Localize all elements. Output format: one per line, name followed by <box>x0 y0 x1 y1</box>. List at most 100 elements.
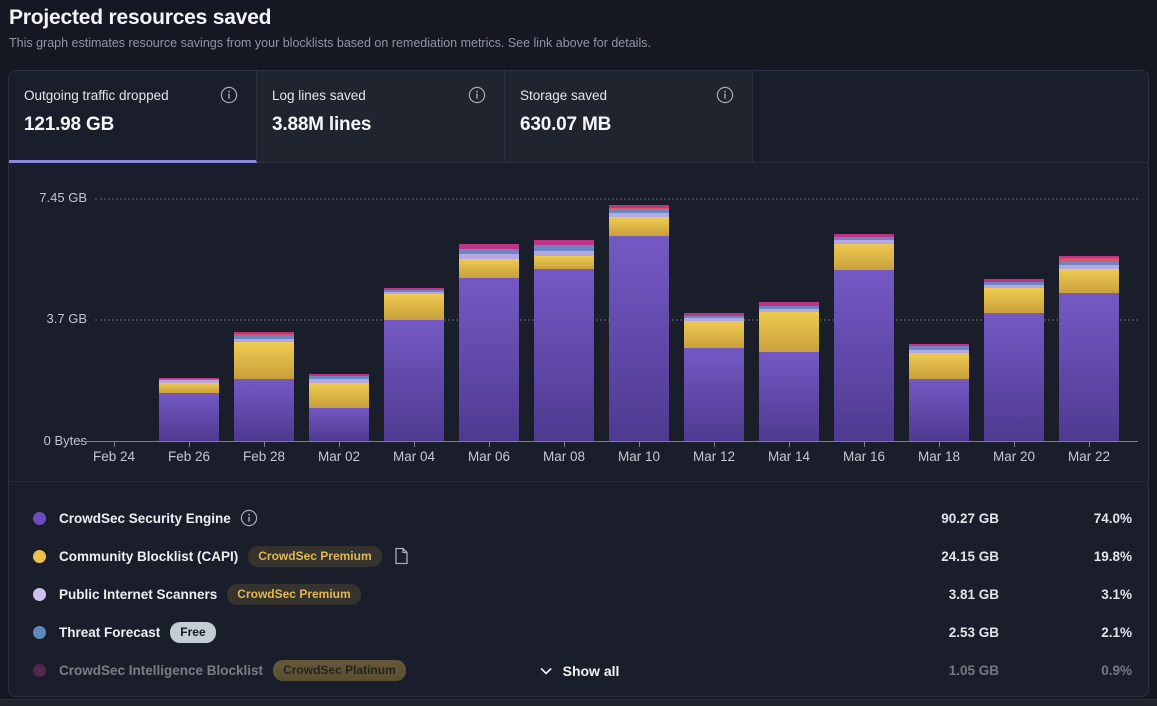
bar-mar-18[interactable] <box>909 343 969 441</box>
bar-segment-community-blocklist-capi <box>234 342 294 380</box>
legend-color-dot <box>33 511 46 525</box>
tab-log-lines-saved[interactable]: Log lines saved 3.88M lines <box>257 71 505 163</box>
bar-mar-04[interactable] <box>384 287 444 441</box>
page-header: Projected resources saved This graph est… <box>9 6 651 50</box>
tab-label: Log lines saved <box>272 87 366 103</box>
legend-row-crowdsec-intelligence-blocklist[interactable]: CrowdSec Intelligence Blocklist CrowdSec … <box>9 651 1148 689</box>
info-icon[interactable] <box>716 86 734 104</box>
bar-segment-public-internet-scanners <box>609 212 669 217</box>
x-axis-label: Mar 08 <box>542 449 586 464</box>
tab-outgoing-traffic-dropped[interactable]: Outgoing traffic dropped 121.98 GB <box>9 71 257 163</box>
legend-value: 2.53 GB <box>948 624 999 640</box>
bar-segment-community-blocklist-capi <box>984 288 1044 314</box>
x-axis-label: Feb 28 <box>242 449 286 464</box>
x-tick-mark <box>1089 442 1090 447</box>
bar-segment-crowdsec-intelligence-blocklist <box>534 240 594 246</box>
x-axis-label: Mar 20 <box>992 449 1036 464</box>
bar-segment-community-blocklist-capi <box>159 382 219 394</box>
bar-mar-14[interactable] <box>759 302 819 441</box>
bar-segment-crowdsec-intelligence-blocklist <box>459 243 519 249</box>
legend-row-threat-forecast[interactable]: Threat Forecast Free 2.53 GB 2.1% <box>9 613 1148 651</box>
bar-segment-crowdsec-intelligence-blocklist <box>834 233 894 238</box>
legend-label: CrowdSec Intelligence Blocklist <box>59 662 264 678</box>
bar-segment-public-internet-scanners <box>984 285 1044 289</box>
bar-segment-community-blocklist-capi <box>909 352 969 380</box>
legend-color-dot <box>33 625 46 639</box>
tab-value: 121.98 GB <box>24 114 115 135</box>
bar-segment-threat-forecast <box>609 208 669 213</box>
bar-segment-community-blocklist-capi <box>384 293 444 320</box>
x-tick-mark <box>789 442 790 447</box>
bar-segment-unlisted-blocklist <box>1059 258 1119 261</box>
bar-segment-crowdsec-security-engine <box>684 348 744 441</box>
bar-segment-unlisted-blocklist <box>609 208 669 209</box>
document-icon[interactable] <box>394 547 409 565</box>
tab-row-filler <box>753 71 1148 163</box>
x-axis-label: Mar 02 <box>317 449 361 464</box>
bar-feb-26[interactable] <box>159 377 219 441</box>
gridline-745 <box>95 198 1138 200</box>
bar-mar-10[interactable] <box>609 204 669 441</box>
legend-label: Threat Forecast <box>59 624 161 640</box>
x-tick-mark <box>489 442 490 447</box>
legend-percent: 2.1% <box>1101 624 1132 640</box>
legend-row-crowdsec-security-engine[interactable]: CrowdSec Security Engine 90.27 GB 74.0% <box>9 499 1148 537</box>
x-tick-mark <box>1014 442 1015 447</box>
bar-mar-08[interactable] <box>534 240 594 441</box>
bar-segment-public-internet-scanners <box>309 379 369 383</box>
bar-segment-crowdsec-intelligence-blocklist <box>1059 256 1119 259</box>
legend-row-community-blocklist-capi[interactable]: Community Blocklist (CAPI) CrowdSec Premi… <box>9 537 1148 575</box>
metric-tabs: Outgoing traffic dropped 121.98 GB Log l… <box>9 71 1148 163</box>
bar-mar-20[interactable] <box>984 278 1044 441</box>
bar-segment-crowdsec-security-engine <box>609 235 669 441</box>
badge-crowdsec-platinum[interactable]: CrowdSec Platinum <box>273 659 406 681</box>
bar-segment-threat-forecast <box>459 248 519 254</box>
bar-segment-unlisted-blocklist <box>234 333 294 336</box>
tab-value: 3.88M lines <box>272 114 372 135</box>
bar-segment-threat-forecast <box>1059 260 1119 265</box>
y-axis-tick: 0 Bytes <box>43 433 87 448</box>
legend-label: Community Blocklist (CAPI) <box>59 548 239 564</box>
chart-legend: CrowdSec Security Engine 90.27 GB 74.0% Com… <box>9 482 1148 696</box>
bar-mar-02[interactable] <box>309 374 369 441</box>
x-axis-label: Feb 24 <box>92 449 136 464</box>
x-axis-line <box>79 441 1138 442</box>
bar-mar-16[interactable] <box>834 233 894 441</box>
badge-free[interactable]: Free <box>170 621 216 643</box>
bar-segment-public-internet-scanners <box>384 291 444 294</box>
show-all-button[interactable]: Show all <box>538 656 619 686</box>
x-axis-label: Mar 16 <box>842 449 886 464</box>
chevron-down-icon <box>538 663 554 679</box>
x-axis-label: Mar 18 <box>917 449 961 464</box>
bar-segment-crowdsec-security-engine <box>459 277 519 441</box>
legend-label: Public Internet Scanners <box>59 586 218 602</box>
tab-value: 630.07 MB <box>520 114 612 135</box>
bar-feb-28[interactable] <box>234 331 294 441</box>
bar-segment-threat-forecast <box>684 315 744 319</box>
bar-mar-12[interactable] <box>684 313 744 441</box>
info-icon[interactable] <box>220 86 238 104</box>
bar-mar-06[interactable] <box>459 243 519 441</box>
bar-segment-crowdsec-intelligence-blocklist <box>384 287 444 290</box>
info-icon[interactable] <box>468 86 486 104</box>
bar-segment-public-internet-scanners <box>909 349 969 353</box>
bar-segment-public-internet-scanners <box>759 308 819 312</box>
bar-segment-crowdsec-security-engine <box>159 393 219 441</box>
bar-segment-crowdsec-security-engine <box>534 269 594 441</box>
x-axis-label: Mar 12 <box>692 449 736 464</box>
bar-segment-public-internet-scanners <box>1059 264 1119 269</box>
bar-segment-threat-forecast <box>384 289 444 292</box>
legend-divider <box>9 481 1148 482</box>
bar-segment-threat-forecast <box>834 237 894 241</box>
tab-label: Storage saved <box>520 87 608 103</box>
tab-storage-saved[interactable]: Storage saved 630.07 MB <box>505 71 753 163</box>
badge-crowdsec-premium[interactable]: CrowdSec Premium <box>248 545 382 567</box>
bar-segment-community-blocklist-capi <box>534 255 594 270</box>
bar-segment-crowdsec-intelligence-blocklist <box>159 377 219 379</box>
bar-segment-crowdsec-intelligence-blocklist <box>909 343 969 347</box>
badge-crowdsec-premium[interactable]: CrowdSec Premium <box>227 583 361 605</box>
legend-row-public-internet-scanners[interactable]: Public Internet Scanners CrowdSec Premium… <box>9 575 1148 613</box>
bar-segment-threat-forecast <box>984 281 1044 286</box>
info-icon[interactable] <box>240 509 258 527</box>
bar-mar-22[interactable] <box>1059 256 1119 441</box>
